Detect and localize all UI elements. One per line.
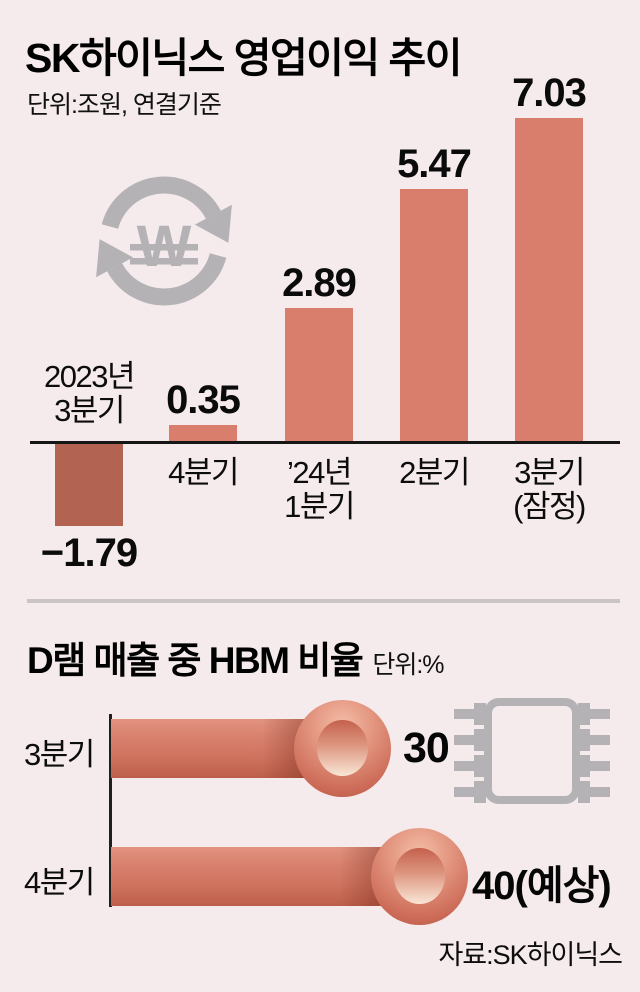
y-axis-line [109, 714, 112, 907]
bar-value-label: −1.79 [40, 531, 138, 575]
category-label-2024-q1: ’24년 1분기 [284, 455, 355, 524]
bar-2024-q1 [285, 308, 353, 441]
bar-cap-sphere-q4 [371, 828, 468, 925]
bar-2023-q3 [55, 444, 123, 526]
hbm-value-q3: 30 [403, 724, 450, 772]
hbm-unit-label: 단위:% [372, 651, 444, 679]
category-label-2023-q4: 4분기 [168, 455, 239, 490]
hbm-value-q4: 40(예상) [472, 864, 612, 908]
section-divider [27, 599, 620, 603]
bar-value-label: 7.03 [512, 71, 587, 115]
data-source-credit: 자료:SK하이닉스 [438, 940, 623, 970]
x-axis-line [30, 441, 620, 444]
category-label-2023-q3: 2023년 3분기 [44, 359, 135, 428]
memory-chip-icon [454, 698, 610, 804]
bar-2024-q3 [515, 118, 583, 441]
hbm-title-row: D램 매출 중 HBM 비율 단위:% [27, 630, 445, 684]
bar-cap-sphere-q3 [294, 700, 391, 797]
bar-value-label: 2.89 [282, 261, 357, 305]
chart-unit-label: 단위:조원, 연결기준 [27, 91, 222, 119]
bar-2024-q2 [400, 189, 468, 441]
bar-value-label: 0.35 [166, 378, 241, 422]
row-label-q3: 3분기 [24, 737, 95, 772]
category-label-2024-q3: 3분기 (잠정) [513, 455, 586, 524]
hbm-chart-title: D램 매출 중 HBM 비율 [27, 640, 364, 681]
category-label-2024-q2: 2분기 [399, 455, 470, 490]
chart-title: SK하이닉스 영업이익 추이 [25, 35, 462, 81]
bar-2023-q4 [169, 425, 237, 441]
won-cycle-icon: W [96, 176, 232, 306]
row-label-q4: 4분기 [24, 865, 95, 900]
bar-value-label: 5.47 [397, 142, 472, 186]
